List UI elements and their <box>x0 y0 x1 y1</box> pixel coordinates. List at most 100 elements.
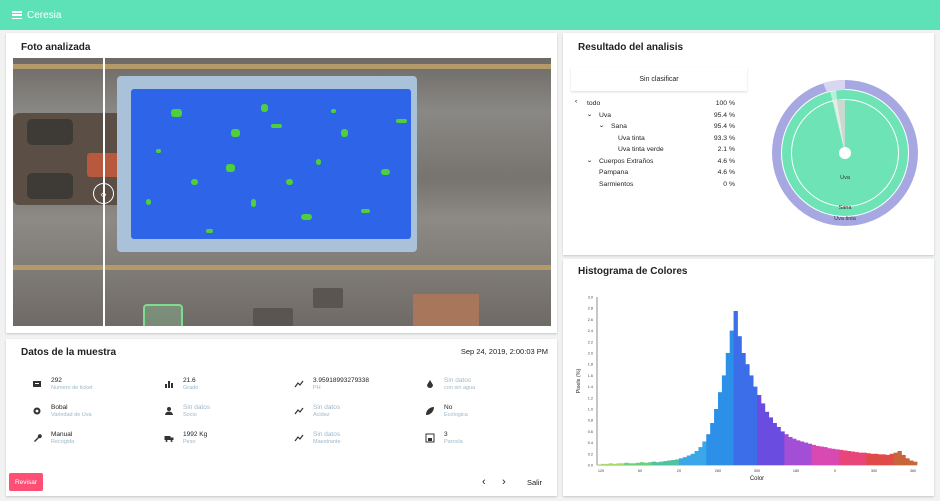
x-tick-label: 0 <box>834 469 836 473</box>
x-tick-label: 60 <box>638 469 642 473</box>
x-tick-label: 300 <box>871 469 877 473</box>
histogram-bar <box>881 454 887 465</box>
tree-percent: 93.3 % <box>713 134 735 142</box>
y-tick-label: 2.4 <box>588 329 593 333</box>
next-icon[interactable]: › <box>502 476 506 488</box>
exit-button[interactable]: Salir <box>526 478 542 487</box>
histogram-bar <box>636 462 641 465</box>
field-label: con sin agua <box>444 385 476 391</box>
menu-icon[interactable] <box>12 11 22 19</box>
y-tick-label: 2.8 <box>588 307 593 311</box>
field-label: Grado <box>183 385 199 391</box>
scale-icon <box>424 432 436 444</box>
sample-field: Sin datos Socio <box>163 404 210 419</box>
result-tree-row[interactable]: ⌄ Cuerpos Extraños 4.6 % <box>571 157 749 169</box>
ticket-icon <box>31 378 43 390</box>
field-value: 21.6 <box>183 377 196 384</box>
histogram-bar <box>698 447 703 465</box>
histogram-bar <box>776 426 781 465</box>
field-value: 292 <box>51 377 62 384</box>
sample-field: Sin datos Acidez <box>293 404 340 419</box>
histogram-bar <box>877 454 883 465</box>
histogram-bar <box>616 463 621 465</box>
sample-field: 3.95918993279338 PH <box>293 377 369 392</box>
result-tree-row: Sarmientos 0 % <box>571 180 749 192</box>
review-button[interactable]: Revisar <box>9 473 43 491</box>
histogram-bar <box>850 451 855 465</box>
y-tick-label: 0.0 <box>588 464 593 468</box>
histogram-bar <box>760 403 766 465</box>
bar-chart-icon <box>163 378 175 390</box>
histogram-bar <box>729 330 734 465</box>
field-value: No <box>444 404 453 411</box>
truck-icon <box>163 432 175 444</box>
person-icon <box>163 405 175 417</box>
x-tick-label: 360 <box>910 469 916 473</box>
histogram-bar <box>702 441 707 465</box>
histogram-bar <box>757 395 762 465</box>
sample-field: 292 Numero de ticket <box>31 377 93 392</box>
histogram-bar <box>714 409 719 465</box>
histogram-bar <box>643 462 649 465</box>
histogram-bar <box>823 447 828 465</box>
sunburst-center[interactable] <box>839 147 851 159</box>
tree-percent: 95.4 % <box>713 111 735 119</box>
histogram-bar <box>694 451 699 465</box>
field-label: Acidez <box>313 412 330 418</box>
road-line <box>13 265 551 270</box>
water-drop-icon <box>424 378 436 390</box>
photo-title: Foto analizada <box>21 42 91 53</box>
histogram-bar <box>608 463 614 465</box>
histogram-bar <box>671 459 676 465</box>
histogram-bar <box>647 462 653 465</box>
expand-chevron-icon[interactable]: ‹ <box>574 99 578 105</box>
tree-percent: 2.1 % <box>717 146 735 153</box>
field-value: Sin datos <box>183 404 211 411</box>
histogram-bar <box>717 392 723 465</box>
histogram-bar <box>866 453 871 465</box>
tree-percent: 0 % <box>723 180 735 188</box>
field-value: Bobal <box>51 404 68 411</box>
histogram-bar <box>725 353 731 465</box>
sunburst-chart: Uva Sana Uva tinta <box>772 79 918 226</box>
histogram-bar <box>772 423 777 465</box>
sample-field: 1992 Kg Peso <box>163 431 207 446</box>
field-value: 3.95918993279338 <box>313 377 370 384</box>
classify-button[interactable]: Sin clasificar <box>571 67 747 91</box>
sample-field: 21.6 Grado <box>163 377 198 392</box>
compare-slider-handle[interactable]: ‹› <box>93 183 114 204</box>
histogram-bar <box>827 448 832 465</box>
expand-chevron-icon[interactable]: ⌄ <box>598 123 605 129</box>
field-label: Numero de ticket <box>51 385 93 391</box>
histogram-bar <box>745 364 750 465</box>
histogram-bar <box>874 453 879 465</box>
expand-chevron-icon[interactable]: ⌄ <box>586 157 593 164</box>
histogram-bar <box>831 448 836 465</box>
result-tree-row: Pampana 4.6 % <box>571 168 749 180</box>
sample-field: Sin datos Maestrante <box>293 431 341 446</box>
sample-field: Bobal Variedad de Uva <box>31 404 92 419</box>
histogram-title: Histograma de Colores <box>578 266 688 277</box>
x-tick-label: 300 <box>754 469 760 473</box>
field-label: Recogida <box>51 439 75 445</box>
y-tick-label: 1.4 <box>588 385 593 389</box>
histogram-bar <box>678 458 684 465</box>
histogram-bar <box>913 461 918 465</box>
histogram-bar <box>819 446 824 465</box>
y-tick-label: 0.6 <box>588 430 593 434</box>
tree-percent: 4.6 % <box>717 169 735 176</box>
result-tree-row[interactable]: ⌄ Uva 95.4 % <box>571 111 749 123</box>
field-label: Peso <box>183 439 196 445</box>
expand-chevron-icon[interactable]: ⌄ <box>586 111 593 118</box>
histogram-bar <box>897 451 902 465</box>
result-tree-row[interactable]: ‹ todo 100 % <box>571 99 749 111</box>
grape-mask-image <box>131 89 411 239</box>
app-bar: Ceresia <box>0 0 940 30</box>
histogram-bar <box>659 461 664 465</box>
sample-field: No Ecologica <box>424 404 468 419</box>
histogram-bar <box>842 450 848 465</box>
histogram-bar <box>624 462 629 465</box>
x-tick-label: 260 <box>715 469 721 473</box>
previous-icon[interactable]: ‹ <box>482 476 486 488</box>
result-tree-row[interactable]: ⌄ Sana 95.4 % <box>571 122 749 134</box>
